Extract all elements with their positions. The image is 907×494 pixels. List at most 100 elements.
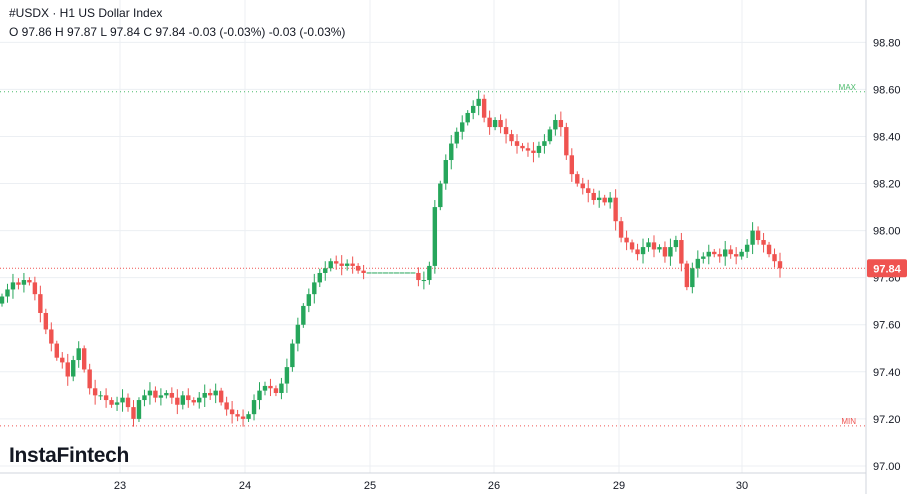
candle-body	[586, 188, 591, 193]
candle-body	[87, 369, 92, 389]
candle-body	[186, 395, 191, 401]
candle-body	[657, 247, 662, 250]
candle-body	[690, 268, 695, 288]
y-tick-label: 98.80	[873, 37, 901, 49]
candle-body	[350, 263, 355, 266]
candle-body	[662, 247, 668, 257]
candle-body	[739, 251, 744, 257]
candle-body	[54, 343, 59, 358]
y-tick-label: 98.00	[873, 226, 901, 238]
candle-body	[21, 280, 27, 285]
candle-body	[235, 414, 240, 417]
candle-body	[339, 263, 344, 266]
candle-body	[361, 270, 366, 273]
candle-body	[427, 265, 432, 281]
candle-body	[38, 294, 43, 313]
instafintech-logo: InstaFintech	[9, 444, 130, 467]
x-tick-label: 26	[488, 480, 500, 492]
candle-body	[213, 390, 218, 396]
candle-body	[334, 261, 339, 264]
candle-body	[142, 395, 147, 401]
max-label: MAX	[839, 83, 857, 92]
candle-body	[224, 402, 229, 410]
candle-body	[481, 98, 487, 118]
candle-body	[476, 98, 481, 106]
candle-body	[114, 402, 120, 405]
y-tick-label: 97.00	[873, 461, 901, 473]
candle-body	[98, 395, 103, 397]
candle-body	[180, 395, 186, 405]
candle-body	[131, 407, 136, 419]
candle-body	[755, 230, 761, 241]
candle-body	[76, 348, 81, 361]
price-axis[interactable]: 97.0097.2097.4097.6097.8098.0098.2098.40…	[873, 37, 901, 473]
y-tick-label: 98.60	[873, 84, 901, 96]
candle-body	[197, 397, 202, 403]
candle-body	[27, 280, 32, 283]
candle-body	[596, 197, 602, 201]
candle-body	[295, 324, 301, 344]
candle-body	[229, 409, 235, 415]
candle-body	[607, 197, 613, 203]
candle-body	[328, 261, 333, 269]
candle-body	[465, 112, 470, 123]
candle-body	[575, 174, 580, 184]
candle-body	[766, 244, 772, 255]
candle-body	[761, 240, 766, 245]
candle-body	[635, 249, 640, 255]
y-tick-label: 97.60	[873, 320, 901, 332]
candle-body	[262, 385, 268, 391]
candle-body	[624, 237, 629, 243]
candle-body	[355, 265, 361, 271]
chart-title: #USDX · H1 US Dollar Index	[9, 6, 163, 20]
candle-body	[723, 249, 728, 257]
candle-body	[602, 197, 607, 203]
candle-body	[772, 254, 777, 262]
candle-body	[43, 312, 49, 330]
candle-body	[218, 390, 224, 403]
x-tick-label: 29	[613, 480, 625, 492]
candle-body	[273, 388, 279, 393]
time-axis[interactable]: 23 24 25 26 29 30	[114, 480, 748, 492]
candle-body	[109, 400, 114, 405]
candle-body	[164, 392, 169, 396]
x-tick-label: 24	[239, 480, 251, 492]
candle-body	[279, 383, 284, 393]
candle-body	[284, 367, 290, 384]
candle-body	[158, 395, 164, 398]
current-price-tag-label: 97.84	[873, 263, 901, 275]
candle-body	[498, 120, 503, 128]
candle-body	[750, 230, 755, 245]
candle-body	[558, 120, 564, 128]
candle-body	[629, 242, 635, 250]
reference-lines: MAX MIN	[0, 83, 866, 427]
candle-body	[777, 261, 783, 269]
candle-body	[454, 131, 459, 144]
current-price-tag-bg	[867, 259, 907, 278]
candle-body	[646, 242, 651, 248]
candle-body	[306, 294, 312, 306]
candle-body	[421, 280, 427, 282]
candle-body	[492, 120, 498, 128]
candle-body	[92, 388, 98, 396]
candle-body	[202, 392, 207, 398]
candle-body	[618, 221, 624, 238]
candle-body	[71, 360, 76, 377]
candle-body	[49, 329, 54, 344]
x-tick-label: 23	[114, 480, 126, 492]
candle-body	[438, 183, 443, 208]
candle-body	[744, 244, 750, 252]
ohlc-readout: O 97.86 H 97.87 L 97.84 C 97.84 -0.03 (-…	[9, 25, 346, 39]
candle-body	[580, 183, 585, 189]
candle-body	[240, 416, 246, 419]
candle-body	[536, 145, 542, 153]
candle-body	[251, 400, 257, 415]
candle-body	[312, 282, 317, 295]
candle-body	[147, 390, 153, 396]
candlesticks	[0, 90, 783, 427]
candle-body	[547, 129, 553, 142]
candle-body	[153, 390, 158, 398]
candle-body	[323, 268, 328, 273]
candle-body	[684, 263, 690, 288]
